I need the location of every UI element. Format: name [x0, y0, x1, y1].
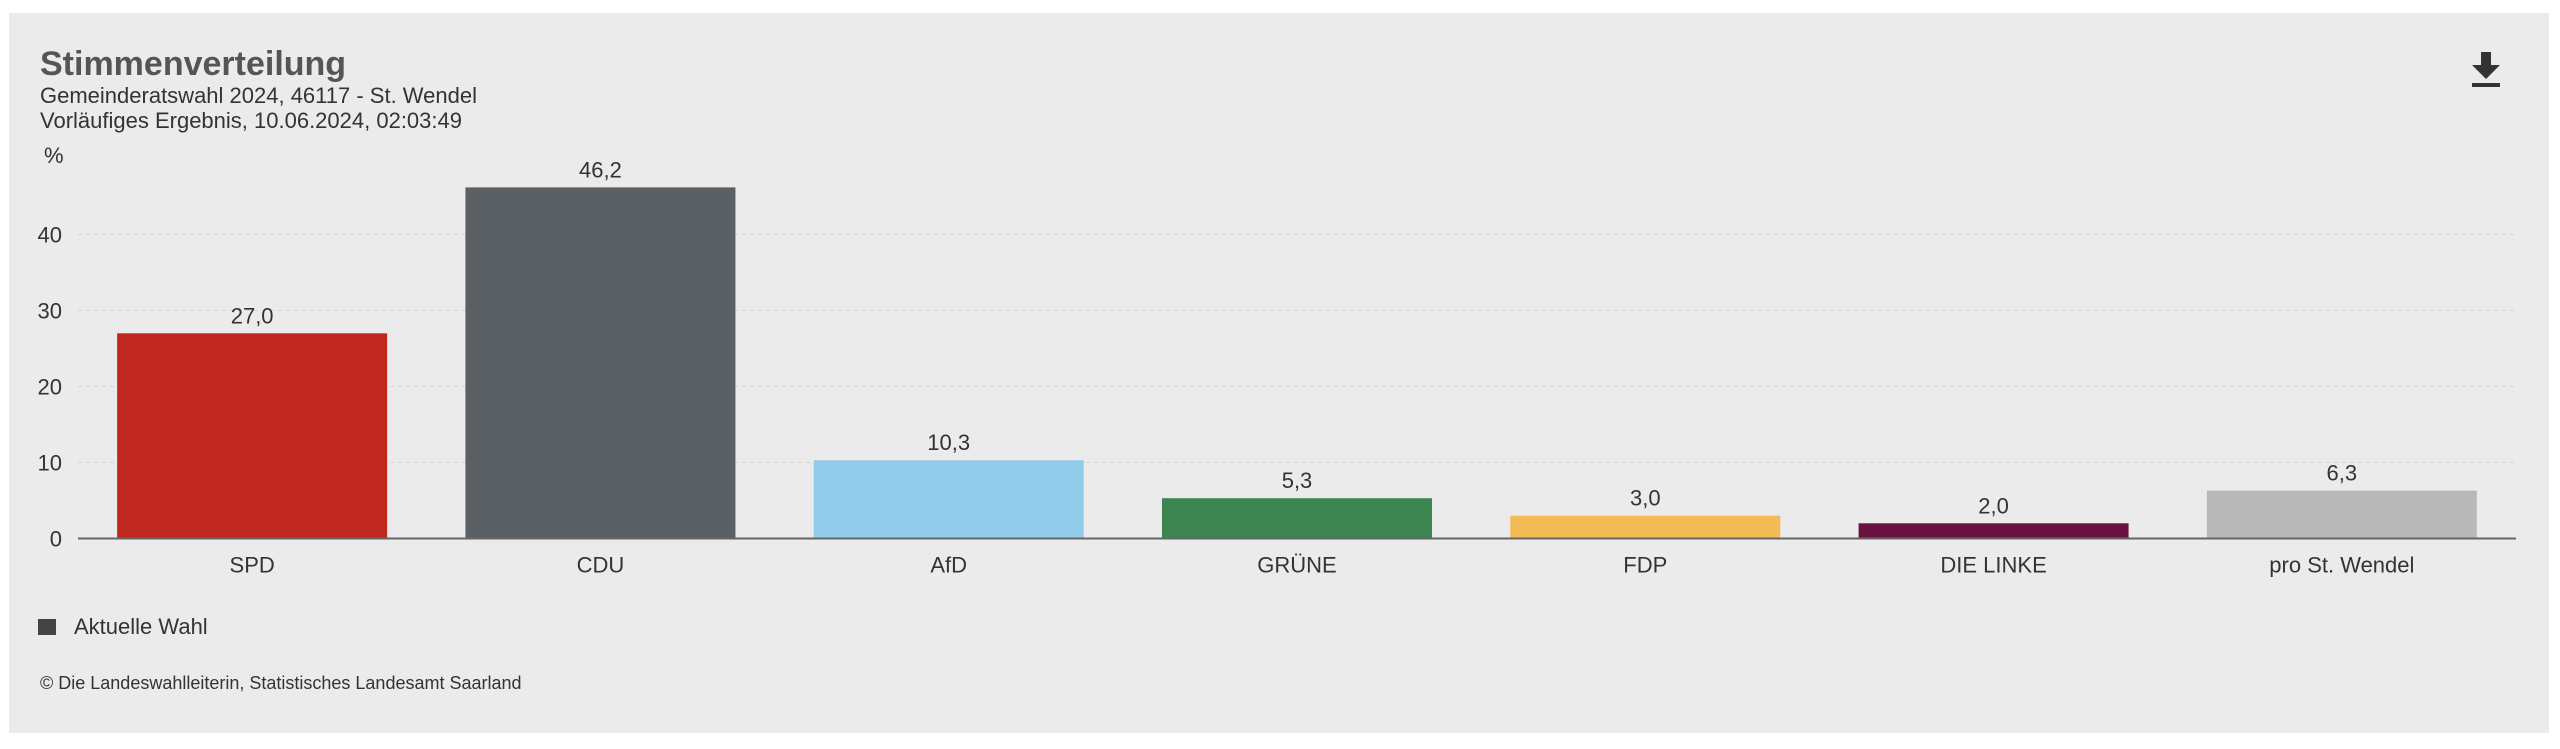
category-label: GRÜNE [1257, 553, 1336, 578]
y-axis-label: % [44, 143, 64, 168]
download-icon [2472, 52, 2500, 87]
legend-label: Aktuelle Wahl [74, 614, 208, 639]
bar-pro-st-wendel[interactable] [2206, 490, 2477, 539]
category-label: AfD [930, 553, 967, 578]
category-label: DIE LINKE [1940, 553, 2046, 578]
value-label: 2,0 [1978, 493, 2009, 518]
value-label: 46,2 [579, 157, 622, 182]
y-tick-label: 10 [38, 451, 62, 476]
y-tick-label: 30 [38, 299, 62, 324]
chart-title: Stimmenverteilung [40, 45, 347, 83]
bar-spd[interactable] [117, 333, 388, 539]
chart-card [9, 13, 2549, 733]
value-label: 27,0 [231, 303, 274, 328]
value-label: 3,0 [1630, 486, 1661, 511]
bar-die-linke[interactable] [1858, 523, 2129, 539]
value-label: 6,3 [2327, 461, 2358, 486]
legend[interactable]: Aktuelle Wahl [38, 613, 208, 641]
chart-status-line: Vorläufiges Ergebnis, 10.06.2024, 02:03:… [40, 108, 462, 133]
bar-cdu[interactable] [465, 187, 736, 539]
y-tick-label: 0 [50, 527, 62, 552]
legend-swatch [38, 619, 56, 635]
y-axis-ticks: 0 10 20 30 40 [38, 223, 62, 552]
y-tick-label: 40 [38, 223, 62, 248]
bar-fdp[interactable] [1510, 515, 1781, 539]
credits[interactable]: © Die Landeswahlleiterin, Statistisches … [40, 673, 522, 693]
category-label: CDU [577, 553, 625, 578]
grid-lines [78, 234, 2516, 463]
y-tick-label: 20 [38, 375, 62, 400]
x-axis-categories: SPD CDU AfD GRÜNE FDP DIE LINKE pro St. Wendel [230, 553, 2415, 578]
bar-afd[interactable] [813, 460, 1084, 539]
category-label: FDP [1623, 553, 1667, 578]
download-button[interactable] [2468, 50, 2504, 90]
value-label: 5,3 [1282, 468, 1313, 493]
value-labels: 27,0 46,2 10,3 5,3 3,0 2,0 6,3 [231, 157, 2357, 518]
value-label: 10,3 [927, 430, 970, 455]
bars [117, 187, 2477, 539]
category-label: SPD [230, 553, 275, 578]
chart-subtitle: Gemeinderatswahl 2024, 46117 - St. Wende… [40, 83, 478, 108]
category-label: pro St. Wendel [2269, 553, 2414, 578]
bar-grüne[interactable] [1162, 498, 1432, 539]
